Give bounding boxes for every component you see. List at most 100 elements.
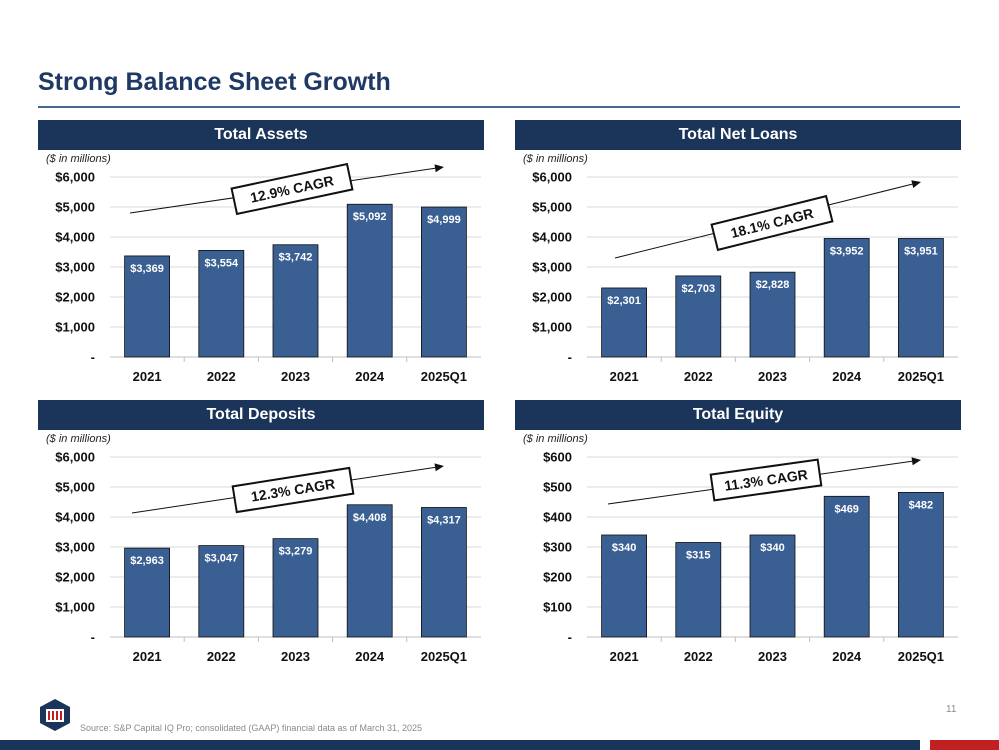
- chart-panel-total-deposits: Total Deposits ($ in millions) - $1,000 $2…: [38, 400, 484, 672]
- x-tick-label: 2025Q1: [421, 649, 467, 664]
- bar: [198, 545, 245, 638]
- data-label: $482: [909, 499, 933, 511]
- bar-chart-total-assets: - $1,000 $2,000 $3,000 $4,000 $5,000 $6,000 $3,…: [55, 162, 481, 384]
- footer-bar: [0, 740, 920, 750]
- y-tick-label: $6,000: [55, 450, 95, 465]
- y-tick-label: $5,000: [55, 200, 95, 215]
- bar-chart-total-net-loans: - $1,000 $2,000 $3,000 $4,000 $5,000 $6,000 $2,…: [532, 170, 958, 384]
- bar: [124, 255, 170, 358]
- data-label: $3,951: [904, 245, 938, 257]
- data-label: $4,408: [353, 512, 387, 524]
- x-tick-label: 2024: [355, 369, 385, 384]
- chart-title: Total Net Loans: [515, 120, 961, 150]
- cagr-annotation: 12.9% CAGR: [230, 162, 354, 216]
- y-tick-label: $4,000: [55, 510, 95, 525]
- bar: [823, 238, 870, 358]
- y-tick-label: $5,000: [55, 480, 95, 495]
- x-tick-label: 2021: [133, 369, 162, 384]
- x-tick-label: 2025Q1: [898, 649, 944, 664]
- cagr-box: [230, 162, 354, 216]
- bar: [272, 244, 319, 358]
- y-tick-label: $3,000: [55, 540, 95, 555]
- bar-chart-total-equity: - $100 $200 $300 $400 $500 $600 $340 2021 $315 202…: [543, 450, 958, 664]
- shield-logo-icon: [40, 699, 70, 731]
- y-tick-label: $100: [543, 600, 572, 615]
- y-tick-label: $2,000: [55, 290, 95, 305]
- data-label: $3,279: [279, 546, 313, 558]
- x-tick-label: 2022: [207, 649, 236, 664]
- data-label: $340: [760, 542, 784, 554]
- y-tick-label: $500: [543, 480, 572, 495]
- x-tick-label: 2025Q1: [898, 369, 944, 384]
- chart-panel-total-net-loans: Total Net Loans ($ in millions) - $1,000 $…: [515, 120, 961, 392]
- footer-accent: [930, 740, 999, 750]
- bar: [675, 542, 722, 638]
- cagr-box: [710, 194, 834, 252]
- x-tick-label: 2021: [610, 369, 639, 384]
- chart-title: Total Equity: [515, 400, 961, 430]
- cagr-arrowhead: [434, 164, 444, 173]
- x-tick-label: 2021: [610, 649, 639, 664]
- cagr-arrowhead: [434, 463, 444, 472]
- units-label: ($ in millions): [46, 433, 111, 445]
- data-label: $2,703: [681, 283, 715, 295]
- bar: [346, 203, 393, 358]
- data-label: $3,554: [204, 257, 239, 269]
- x-tick-label: 2022: [207, 369, 236, 384]
- data-label: $469: [834, 503, 858, 515]
- cagr-box: [231, 466, 355, 514]
- cagr-annotation: 11.3% CAGR: [709, 458, 823, 502]
- data-label: $3,742: [279, 252, 313, 264]
- bar: [198, 249, 245, 358]
- y-tick-label: $1,000: [55, 600, 95, 615]
- y-tick-label: $2,000: [55, 570, 95, 585]
- y-tick-label: $4,000: [532, 230, 572, 245]
- x-tick-label: 2023: [281, 369, 310, 384]
- bar: [420, 206, 467, 358]
- data-label: $340: [612, 542, 636, 554]
- page-title: Strong Balance Sheet Growth: [38, 68, 391, 96]
- units-label: ($ in millions): [46, 153, 111, 165]
- bar: [601, 287, 647, 358]
- chart-title: Total Assets: [38, 120, 484, 150]
- cagr-box: [709, 458, 823, 502]
- bar: [124, 547, 170, 638]
- x-tick-label: 2021: [133, 649, 162, 664]
- y-tick-label: $4,000: [55, 230, 95, 245]
- y-tick-label: -: [91, 630, 95, 645]
- y-tick-label: $6,000: [55, 170, 95, 185]
- data-label: $2,963: [130, 555, 164, 567]
- y-tick-label: $300: [543, 540, 572, 555]
- chart-title: Total Deposits: [38, 400, 484, 430]
- data-label: $5,092: [353, 211, 387, 223]
- bar: [749, 271, 796, 358]
- source-note: Source: S&P Capital IQ Pro; consolidated…: [80, 723, 423, 733]
- data-label: $3,047: [204, 553, 238, 565]
- bar: [823, 495, 870, 638]
- x-tick-label: 2024: [832, 649, 862, 664]
- cagr-annotation: 12.3% CAGR: [231, 466, 355, 514]
- data-label: $2,828: [756, 279, 790, 291]
- cagr-arrowhead: [911, 457, 921, 466]
- data-label: $4,317: [427, 514, 461, 526]
- y-tick-label: $400: [543, 510, 572, 525]
- data-label: $315: [686, 550, 710, 562]
- data-label: $3,952: [830, 245, 864, 257]
- x-tick-label: 2024: [355, 649, 385, 664]
- y-tick-label: $1,000: [55, 320, 95, 335]
- cagr-arrowhead: [911, 180, 921, 189]
- y-tick-label: $3,000: [532, 260, 572, 275]
- y-tick-label: $5,000: [532, 200, 572, 215]
- data-label: $2,301: [607, 295, 641, 307]
- chart-panel-total-assets: Total Assets ($ in millions) - $1,000 $2,0…: [38, 120, 484, 392]
- y-tick-label: $6,000: [532, 170, 572, 185]
- x-tick-label: 2023: [758, 369, 787, 384]
- y-tick-label: $2,000: [532, 290, 572, 305]
- units-label: ($ in millions): [523, 153, 588, 165]
- bar: [675, 275, 722, 358]
- bar: [897, 238, 944, 358]
- bar: [749, 534, 796, 638]
- bar-chart-total-deposits: - $1,000 $2,000 $3,000 $4,000 $5,000 $6,000 $2,…: [55, 450, 481, 664]
- bar: [272, 538, 319, 638]
- x-tick-label: 2024: [832, 369, 862, 384]
